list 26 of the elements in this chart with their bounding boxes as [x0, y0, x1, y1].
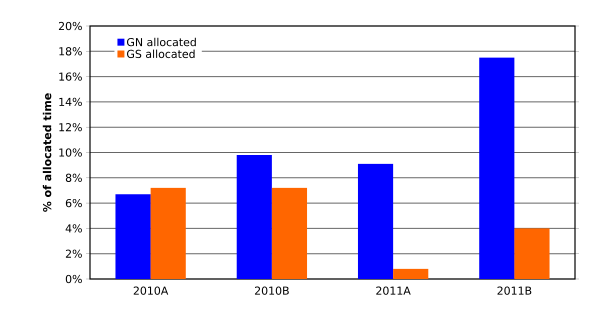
x-tick-label: 2010B: [254, 286, 289, 295]
y-tick-label: 8%: [66, 174, 82, 182]
bar: [393, 268, 428, 279]
legend-label: GS allocated: [127, 50, 195, 58]
y-axis-title: % of allocated time: [42, 93, 52, 212]
bar: [236, 155, 272, 279]
y-tick-label: 6%: [66, 198, 82, 208]
y-tick-label: 2%: [66, 250, 82, 258]
bar: [358, 164, 394, 279]
x-tick-label: 2011A: [376, 286, 411, 295]
y-tick-label: 20%: [58, 22, 82, 30]
bar: [115, 194, 151, 279]
legend-label: GN allocated: [127, 38, 196, 46]
bar: [514, 228, 550, 279]
y-tick-label: 16%: [59, 72, 82, 81]
bar: [272, 188, 308, 279]
y-tick-label: 12%: [59, 123, 82, 132]
y-tick-label: 4%: [66, 224, 82, 233]
y-tick-label: 18%: [59, 47, 82, 56]
y-tick-label: 0%: [66, 274, 82, 284]
bar: [479, 58, 514, 279]
x-tick-label: 2011B: [497, 286, 532, 295]
y-tick-label: 14%: [59, 98, 82, 106]
x-tick-label: 2010A: [134, 286, 168, 295]
bar: [150, 188, 186, 279]
y-tick-label: 10%: [59, 148, 82, 157]
